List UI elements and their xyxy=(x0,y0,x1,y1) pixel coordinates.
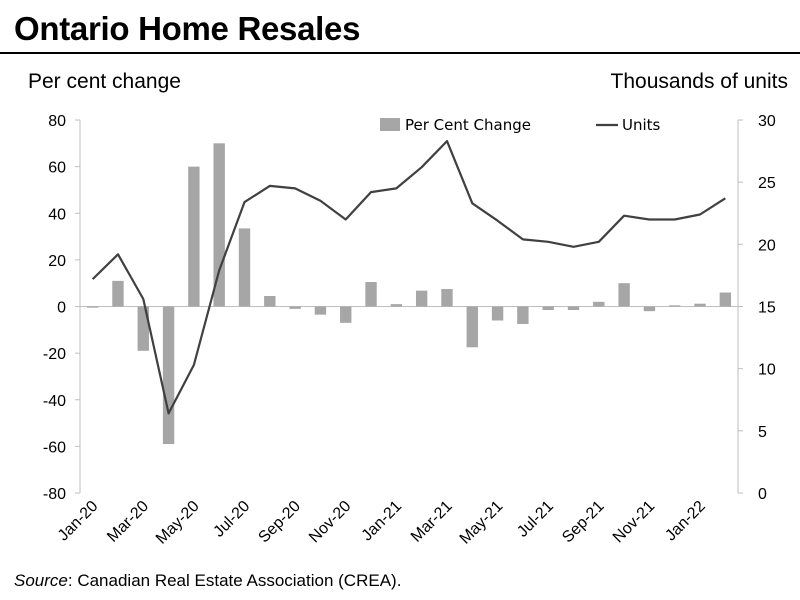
source-text: : Canadian Real Estate Association (CREA… xyxy=(67,571,402,590)
right-tick-label: 20 xyxy=(758,237,776,254)
bar xyxy=(314,306,327,315)
bar xyxy=(517,306,529,324)
source-note: Source: Canadian Real Estate Association… xyxy=(14,571,401,591)
left-tick-label: 40 xyxy=(48,206,66,223)
left-tick-label: 20 xyxy=(48,253,66,270)
x-tick-label: May-21 xyxy=(457,498,507,548)
x-tick-label: Jul-21 xyxy=(514,498,557,541)
legend-bar-label: Per Cent Change xyxy=(405,116,531,134)
bar xyxy=(441,289,453,307)
bar xyxy=(466,306,478,348)
x-tick-label: Nov-20 xyxy=(306,498,355,547)
x-tick-label: May-20 xyxy=(153,498,203,548)
legend-bar-swatch xyxy=(380,118,400,131)
bar xyxy=(137,306,149,351)
left-tick-label: -20 xyxy=(43,346,66,363)
bar xyxy=(86,306,99,308)
bar xyxy=(340,306,352,323)
bar xyxy=(238,228,251,307)
bar xyxy=(264,296,276,307)
source-label: Source xyxy=(14,571,68,590)
right-tick-label: 5 xyxy=(758,424,767,441)
right-tick-label: 10 xyxy=(758,362,776,379)
units-line xyxy=(91,140,726,415)
right-tick-label: 30 xyxy=(758,113,776,130)
legend-line-label: Units xyxy=(622,116,661,134)
bar xyxy=(719,292,732,307)
x-tick-label: Mar-21 xyxy=(408,498,456,546)
right-tick-label: 15 xyxy=(758,300,776,317)
right-axis-label: Thousands of units xyxy=(610,70,788,93)
x-tick-label: Jan-21 xyxy=(359,498,406,545)
x-tick-label: Sep-20 xyxy=(255,498,304,547)
right-tick-label: 25 xyxy=(758,175,776,192)
left-tick-label: -40 xyxy=(43,393,66,410)
bar xyxy=(365,282,377,307)
left-tick-label: -80 xyxy=(43,486,66,503)
bar xyxy=(669,305,681,307)
bar xyxy=(289,306,301,309)
left-tick-label: -60 xyxy=(43,439,66,456)
x-tick-label: Jan-20 xyxy=(55,498,102,545)
bar xyxy=(491,306,504,321)
bar xyxy=(542,306,554,310)
bar xyxy=(415,290,428,307)
right-tick-label: 0 xyxy=(758,486,767,503)
bar xyxy=(390,304,403,307)
bar xyxy=(593,301,605,307)
left-tick-label: 60 xyxy=(48,160,66,177)
chart-title: Ontario Home Resales xyxy=(14,10,361,47)
x-tick-label: Sep-21 xyxy=(559,498,608,547)
x-tick-label: Jan-22 xyxy=(662,498,709,545)
bar xyxy=(618,283,630,307)
title-rule xyxy=(0,52,800,54)
bar xyxy=(567,306,580,310)
bar xyxy=(162,306,175,445)
bar xyxy=(213,143,225,307)
x-tick-label: Jul-20 xyxy=(210,498,253,541)
x-tick-label: Mar-20 xyxy=(104,498,152,546)
bar xyxy=(643,306,656,312)
left-tick-label: 0 xyxy=(57,300,66,317)
bar xyxy=(188,166,200,307)
x-tick-label: Nov-21 xyxy=(610,498,659,547)
left-axis-label: Per cent change xyxy=(28,70,181,93)
bar xyxy=(112,280,124,307)
left-tick-label: 80 xyxy=(48,113,66,130)
bar xyxy=(694,303,706,307)
